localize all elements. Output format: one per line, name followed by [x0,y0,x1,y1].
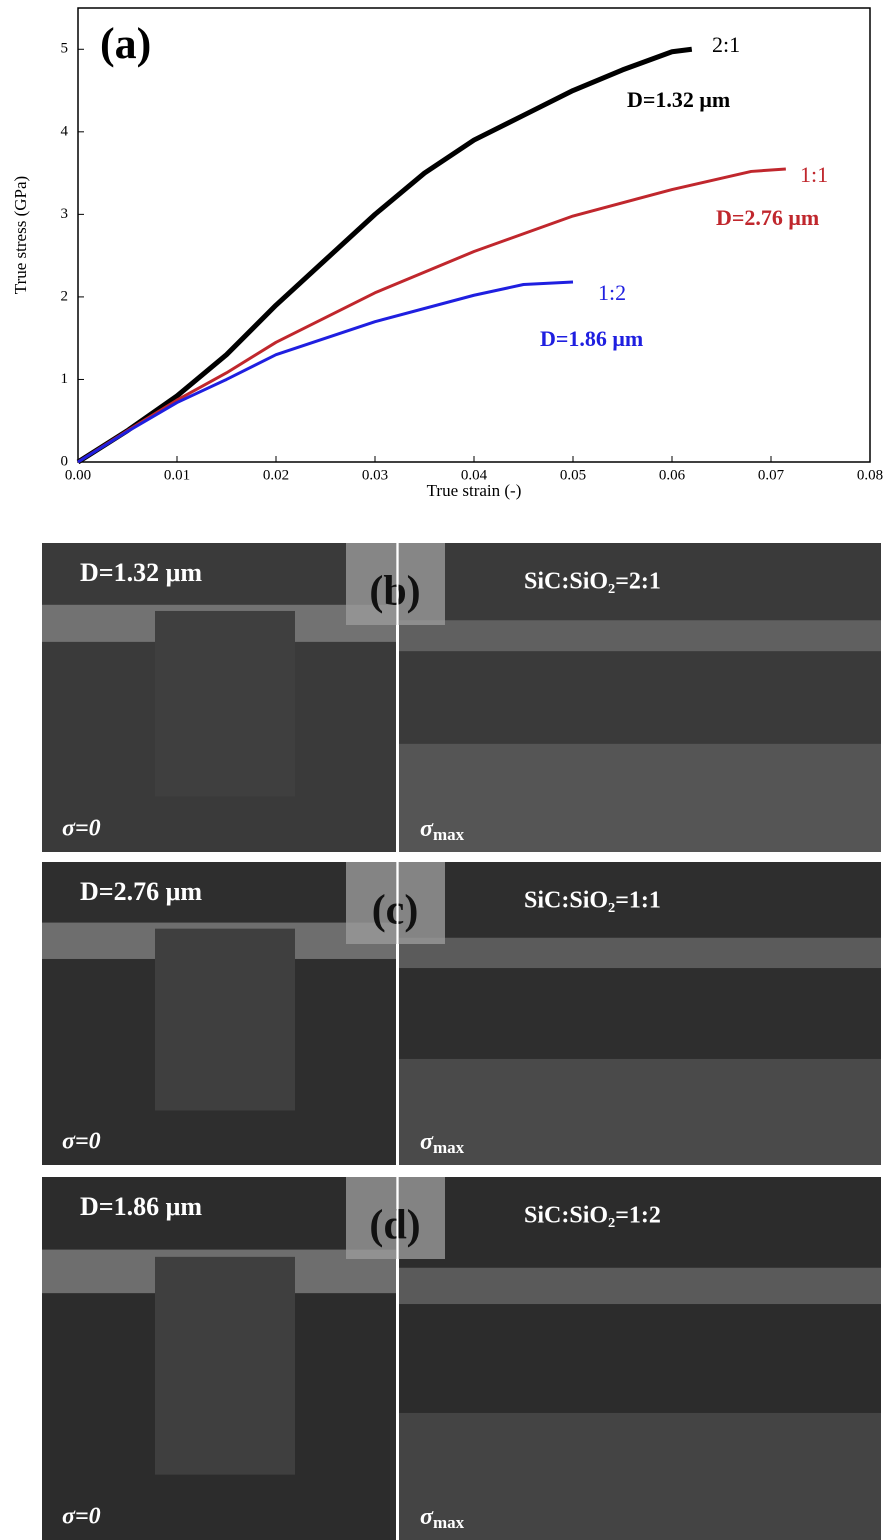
annotation: D=2.76 μm [716,205,819,230]
ratio-label: SiC:SiO₂=1:2 [524,1203,661,1229]
sigma-zero: σ=0 [62,1504,101,1530]
x-tick-label: 0.05 [560,467,586,483]
x-tick-label: 0.00 [65,467,91,483]
sigma-zero: σ=0 [62,1129,101,1155]
sem-panel: (c) D=2.76 μm SiC:SiO₂=1:1 σ=0 σmax [42,862,881,1165]
diameter-label: D=1.32 μm [80,558,202,587]
sem-substrate [399,1058,881,1165]
series-line [76,46,693,465]
x-tick-label: 0.02 [263,467,289,483]
y-tick-label: 2 [61,288,69,304]
sigma-subscript: max [433,1138,465,1157]
y-tick-label: 5 [61,41,69,57]
diameter-label: D=1.86 μm [80,1192,202,1221]
diameter-label: D=2.76 μm [80,877,202,906]
panel-label: (b) [369,569,420,615]
sigma-max: σmax [420,816,465,844]
ratio-label: SiC:SiO₂=2:1 [524,569,661,595]
series-line [77,167,786,464]
sigma-max: σmax [420,1129,465,1157]
panel-label: (c) [372,888,419,934]
sem-panel: (d) D=1.86 μm SiC:SiO₂=1:2 σ=0 σmax [42,1177,881,1540]
sigma-subscript: max [433,1513,465,1532]
panel-label: (a) [100,19,151,68]
sem-substrate [399,1412,881,1540]
sem-band [399,620,881,652]
y-tick-label: 0 [61,453,69,469]
series-name: 1:2 [598,280,626,305]
x-tick-label: 0.01 [164,467,190,483]
ratio-label: SiC:SiO₂=1:1 [524,888,661,914]
sem-substrate [399,743,881,852]
y-tick-label: 4 [61,123,69,139]
sigma-zero: σ=0 [62,816,101,842]
sigma-symbol: σ [420,1504,434,1530]
y-tick-label: 1 [61,371,69,387]
sem-panel: (b) D=1.32 μm SiC:SiO₂=2:1 σ=0 σmax [42,543,881,852]
panel-label: (d) [369,1203,420,1249]
x-tick-label: 0.03 [362,467,388,483]
label-box [346,543,445,625]
x-tick-label: 0.07 [758,467,785,483]
annotation: D=1.86 μm [540,326,643,351]
series-name: 1:1 [800,162,828,187]
sem-band [399,937,881,969]
y-axis-label: True stress (GPa) [11,176,30,294]
sem-pillar [155,928,295,1111]
series-name: 2:1 [712,32,740,57]
y-tick-label: 3 [61,206,69,222]
sigma-symbol: σ [420,1129,434,1155]
sigma-subscript: max [433,825,465,844]
annotation: D=1.32 μm [627,87,730,112]
x-tick-label: 0.08 [857,467,883,483]
sem-pillar [155,1256,295,1475]
sigma-max: σmax [420,1504,465,1532]
sem-pillar [155,610,295,797]
series-line [77,280,574,464]
label-box [346,862,445,944]
sigma-symbol: σ [420,816,434,842]
x-axis-label: True strain (-) [427,481,522,500]
x-tick-label: 0.06 [659,467,686,483]
x-tick-label: 0.04 [461,467,488,483]
label-box [346,1177,445,1259]
sem-band [399,1267,881,1305]
